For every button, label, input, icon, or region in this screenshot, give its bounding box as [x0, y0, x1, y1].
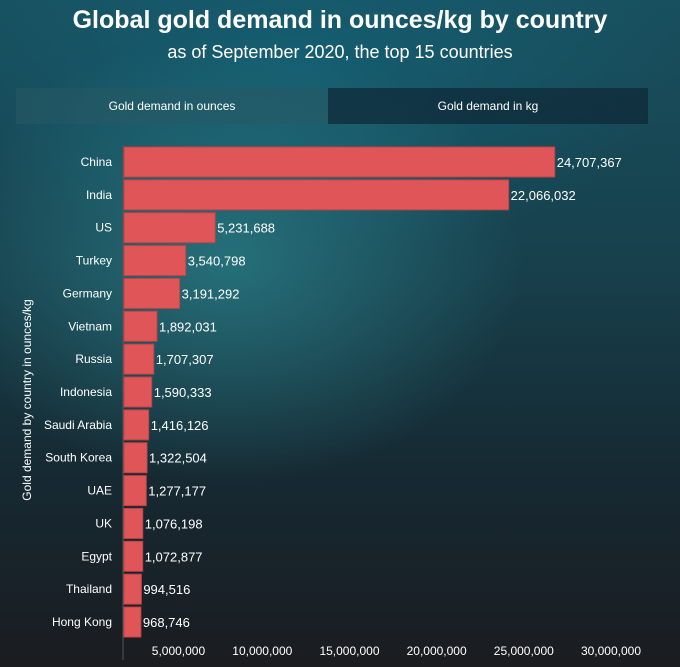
- category-label: Russia: [75, 352, 112, 366]
- data-label: 3,540,798: [188, 254, 246, 269]
- category-label: Saudi Arabia: [44, 418, 112, 432]
- bar: [123, 146, 556, 178]
- x-tick-label: 25,000,000: [494, 644, 554, 658]
- x-tick-label: 20,000,000: [407, 644, 467, 658]
- y-axis-title: Gold demand by country in ounces/kg: [20, 299, 34, 500]
- x-tick-label: 30,000,000: [581, 644, 641, 658]
- category-label: South Korea: [45, 451, 112, 465]
- tab-ounces[interactable]: Gold demand in ounces: [16, 88, 328, 124]
- bar: [123, 277, 181, 309]
- bar: [123, 442, 148, 474]
- data-label: 3,191,292: [182, 286, 240, 301]
- bar: [123, 310, 158, 342]
- data-label: 5,231,688: [217, 221, 275, 236]
- data-label: 1,590,333: [154, 385, 212, 400]
- category-label: Turkey: [76, 254, 112, 268]
- category-label: Germany: [63, 286, 112, 300]
- bar: [123, 245, 187, 277]
- data-label: 1,076,198: [145, 516, 203, 531]
- bar: [123, 475, 147, 507]
- tab-bar: Gold demand in ounces Gold demand in kg: [16, 88, 648, 124]
- chart-title: Global gold demand in ounces/kg by count…: [72, 6, 608, 34]
- data-label: 1,072,877: [145, 549, 203, 564]
- category-label: Indonesia: [60, 385, 112, 399]
- category-label: UK: [95, 516, 112, 530]
- category-label: US: [95, 221, 112, 235]
- data-label: 22,066,032: [511, 188, 576, 203]
- data-label: 1,322,504: [149, 451, 207, 466]
- data-label: 994,516: [143, 582, 190, 597]
- data-label: 1,892,031: [159, 319, 217, 334]
- category-label: Egypt: [81, 549, 112, 563]
- category-label: Hong Kong: [52, 615, 112, 629]
- bar: [123, 606, 142, 638]
- x-tick-label: 5,000,000: [152, 644, 206, 658]
- chart-subtitle: as of September 2020, the top 15 countri…: [167, 42, 513, 62]
- bar: [123, 212, 216, 244]
- category-label: Thailand: [66, 582, 112, 596]
- category-label: Vietnam: [68, 319, 112, 333]
- data-label: 1,416,126: [151, 418, 209, 433]
- bar: [123, 343, 155, 375]
- data-label: 968,746: [143, 615, 190, 630]
- bar: [123, 179, 510, 211]
- category-label: UAE: [87, 484, 112, 498]
- bar: [123, 573, 142, 605]
- bar: [123, 409, 150, 441]
- category-label: India: [86, 188, 112, 202]
- tab-kg[interactable]: Gold demand in kg: [328, 88, 648, 124]
- bar: [123, 507, 144, 539]
- data-label: 1,707,307: [156, 352, 214, 367]
- data-label: 1,277,177: [148, 484, 206, 499]
- bar: [123, 376, 153, 408]
- bar: [123, 540, 144, 572]
- data-label: 24,707,367: [557, 155, 622, 170]
- x-tick-label: 10,000,000: [232, 644, 292, 658]
- category-label: China: [81, 155, 113, 169]
- x-tick-label: 15,000,000: [319, 644, 379, 658]
